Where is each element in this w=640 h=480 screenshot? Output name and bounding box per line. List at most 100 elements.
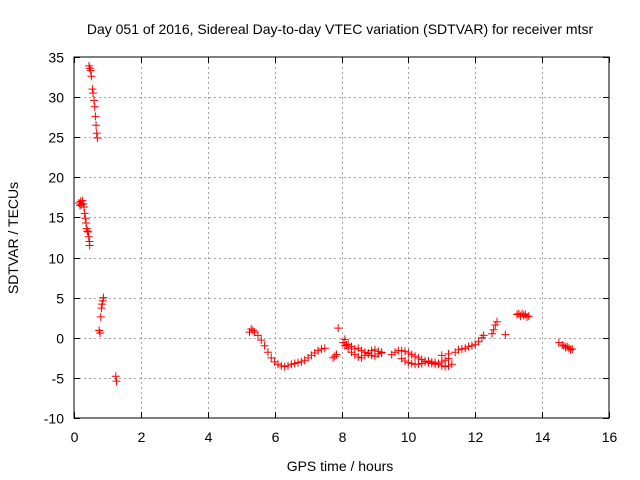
data-point	[98, 296, 107, 305]
data-point	[263, 348, 272, 357]
grid-lines	[74, 57, 609, 418]
data-point	[294, 358, 303, 367]
data-point	[447, 360, 456, 369]
data-point	[411, 352, 420, 361]
data-point	[461, 344, 470, 353]
data-point	[437, 361, 446, 370]
data-point	[84, 232, 93, 241]
data-point	[421, 357, 430, 366]
data-point	[277, 361, 286, 370]
x-tick-label: 16	[602, 429, 618, 445]
data-point	[248, 326, 257, 335]
x-tick-label: 12	[468, 429, 484, 445]
data-point	[86, 66, 95, 75]
data-point	[330, 352, 339, 361]
data-point	[391, 348, 399, 357]
data-point	[88, 85, 97, 94]
data-point	[513, 310, 522, 319]
data-point	[350, 345, 359, 354]
data-point	[92, 121, 101, 130]
data-point	[404, 349, 413, 358]
data-point	[424, 357, 433, 366]
y-tick-label: 15	[48, 210, 64, 226]
data-point	[457, 345, 466, 354]
data-point	[250, 328, 259, 337]
data-point	[99, 293, 108, 302]
data-point	[464, 342, 473, 351]
y-tick-label: -5	[52, 371, 65, 387]
data-point	[492, 317, 501, 326]
data-point	[96, 312, 105, 321]
data-point	[342, 340, 351, 349]
data-point	[287, 360, 296, 369]
plot-frame	[73, 56, 610, 419]
data-point	[253, 331, 262, 340]
data-point	[454, 345, 463, 354]
x-axis-label: GPS time / hours	[287, 458, 394, 474]
data-point	[563, 342, 572, 351]
data-point	[79, 199, 88, 208]
data-point	[397, 346, 406, 355]
data-point	[80, 203, 89, 212]
data-point	[444, 361, 453, 370]
data-point	[564, 344, 573, 353]
data-point	[559, 341, 568, 350]
y-tick-label: 5	[56, 291, 64, 307]
data-point	[297, 357, 306, 366]
data-point	[111, 372, 120, 381]
data-point	[334, 324, 343, 333]
y-tick-label: 20	[48, 170, 64, 186]
data-point	[290, 359, 299, 368]
y-tick-label: 0	[56, 331, 64, 347]
data-point	[523, 312, 532, 321]
data-point	[257, 336, 266, 345]
y-tick-label: 30	[48, 90, 64, 106]
chart-title: Day 051 of 2016, Sidereal Day-to-day VTE…	[87, 21, 594, 37]
data-point	[401, 357, 410, 366]
data-point	[518, 309, 527, 318]
data-point	[90, 102, 99, 111]
data-point	[467, 341, 476, 350]
data-point	[96, 328, 105, 337]
data-point	[434, 360, 443, 369]
data-point	[340, 341, 349, 350]
data-point	[90, 96, 99, 105]
data-points	[75, 61, 577, 386]
x-tick-label: 4	[205, 429, 213, 445]
data-point	[519, 311, 528, 320]
data-point	[97, 304, 106, 313]
axis-ticks: 0 2 4 6 8 10 12 14 16 -10 -5 0 5 10 15 20 25 30 35	[44, 50, 618, 446]
data-point	[87, 72, 96, 81]
data-point	[377, 348, 386, 357]
data-point	[273, 360, 282, 369]
data-point	[501, 330, 510, 339]
data-point	[314, 346, 323, 355]
data-point	[364, 349, 373, 358]
data-point	[260, 341, 269, 350]
data-point	[407, 359, 416, 368]
y-tick-label: 25	[48, 130, 64, 146]
data-point	[401, 347, 410, 356]
data-point	[92, 129, 101, 138]
x-tick-label: 8	[339, 429, 347, 445]
data-point	[267, 353, 276, 362]
data-point	[487, 329, 496, 338]
data-point	[360, 348, 369, 357]
y-tick-label: 10	[48, 251, 64, 267]
data-point	[98, 300, 107, 309]
data-point	[329, 353, 338, 362]
data-point	[479, 331, 488, 340]
x-tick-label: 6	[272, 429, 280, 445]
data-point	[81, 214, 90, 223]
data-point	[78, 196, 87, 205]
x-tick-label: 0	[71, 429, 79, 445]
data-point	[374, 349, 383, 358]
data-point	[491, 320, 500, 329]
data-point	[367, 351, 376, 360]
data-point	[89, 89, 98, 98]
data-point	[320, 344, 329, 353]
data-point	[566, 345, 575, 354]
y-tick-label: -10	[44, 411, 64, 427]
